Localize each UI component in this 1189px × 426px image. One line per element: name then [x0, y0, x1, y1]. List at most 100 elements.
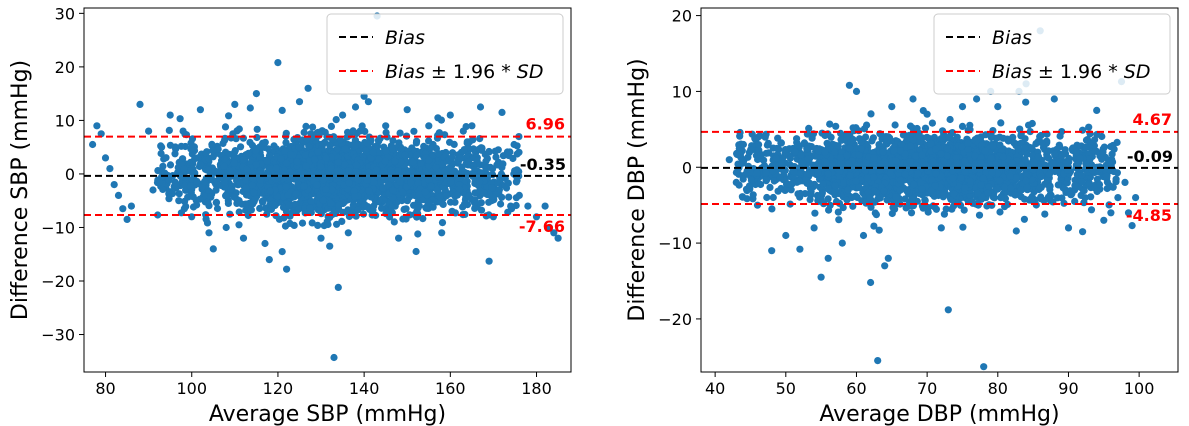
data-point	[940, 210, 949, 218]
data-point	[237, 143, 245, 151]
data-point	[225, 112, 233, 120]
data-point	[158, 143, 166, 151]
data-point	[256, 176, 264, 184]
data-point	[313, 181, 321, 189]
data-point	[400, 205, 408, 213]
data-point	[429, 151, 437, 159]
data-point	[461, 168, 469, 177]
data-point	[295, 205, 303, 213]
data-point	[295, 143, 303, 151]
data-point	[907, 209, 916, 217]
data-point	[1087, 206, 1096, 214]
data-point	[414, 204, 422, 212]
data-point	[445, 164, 453, 172]
data-point	[311, 156, 319, 164]
data-point	[425, 156, 433, 164]
data-point	[166, 161, 175, 169]
data-point	[246, 104, 254, 112]
data-point	[220, 162, 228, 170]
data-point	[97, 130, 105, 138]
data-point	[367, 154, 375, 162]
data-point	[459, 127, 467, 135]
data-point	[171, 178, 179, 186]
data-point	[279, 203, 288, 211]
y-axis-label: Difference SBP (mmHg)	[8, 60, 33, 320]
data-point	[380, 196, 388, 204]
data-point	[834, 142, 842, 150]
data-point	[210, 167, 218, 175]
data-point	[825, 206, 833, 214]
data-point	[209, 245, 217, 253]
data-point	[226, 166, 234, 175]
data-point	[165, 195, 173, 203]
data-point	[324, 220, 332, 229]
data-point	[365, 168, 373, 176]
data-point	[769, 193, 777, 202]
data-point	[378, 204, 386, 212]
data-point	[166, 111, 174, 119]
data-point	[459, 203, 467, 211]
data-point	[446, 111, 454, 119]
data-point	[376, 134, 384, 142]
data-point	[959, 223, 967, 231]
data-point	[264, 172, 272, 180]
data-point	[172, 184, 180, 192]
data-point	[384, 181, 393, 189]
data-point	[334, 283, 342, 291]
data-point	[381, 157, 389, 165]
data-point	[372, 166, 380, 174]
data-point	[326, 242, 334, 250]
data-point	[204, 166, 212, 174]
data-point	[493, 161, 501, 169]
data-point	[252, 161, 260, 169]
data-point	[977, 154, 985, 162]
data-point	[345, 167, 353, 175]
data-point	[309, 123, 317, 131]
data-point	[835, 167, 844, 175]
data-point	[770, 177, 778, 185]
data-point	[156, 178, 164, 186]
data-point	[436, 193, 444, 201]
data-point	[507, 202, 515, 210]
data-point	[352, 161, 361, 169]
data-point	[239, 134, 247, 142]
data-point	[425, 176, 433, 184]
data-point	[488, 171, 497, 179]
data-point	[498, 108, 506, 116]
data-point	[457, 154, 465, 162]
point-cloud	[725, 27, 1140, 371]
x-tick-label: 80	[95, 379, 115, 398]
data-point	[322, 185, 330, 193]
data-point	[271, 201, 279, 210]
x-tick-label: 180	[521, 379, 552, 398]
data-point	[834, 208, 842, 216]
data-point	[1000, 183, 1009, 191]
data-point	[1087, 193, 1095, 201]
data-point	[114, 191, 123, 199]
y-tick-label: 0	[65, 165, 75, 184]
data-point	[252, 90, 260, 98]
data-point	[419, 196, 427, 204]
data-point	[867, 110, 875, 118]
data-point	[244, 149, 253, 157]
data-point	[302, 162, 310, 170]
data-point	[379, 184, 387, 192]
data-point	[1076, 154, 1084, 162]
data-point	[177, 142, 185, 150]
data-point	[399, 215, 407, 223]
data-point	[335, 201, 343, 209]
data-point	[119, 205, 127, 213]
data-point	[1026, 128, 1034, 136]
data-point	[460, 146, 468, 154]
y-tick-label: −20	[41, 272, 75, 291]
data-point	[869, 134, 878, 142]
data-point	[283, 265, 291, 273]
data-point	[235, 221, 243, 229]
data-point	[166, 141, 174, 149]
data-point	[341, 145, 349, 153]
data-point	[1058, 152, 1066, 160]
data-point	[403, 197, 411, 205]
data-point	[204, 198, 212, 206]
data-point	[419, 215, 427, 223]
data-point	[970, 160, 979, 168]
